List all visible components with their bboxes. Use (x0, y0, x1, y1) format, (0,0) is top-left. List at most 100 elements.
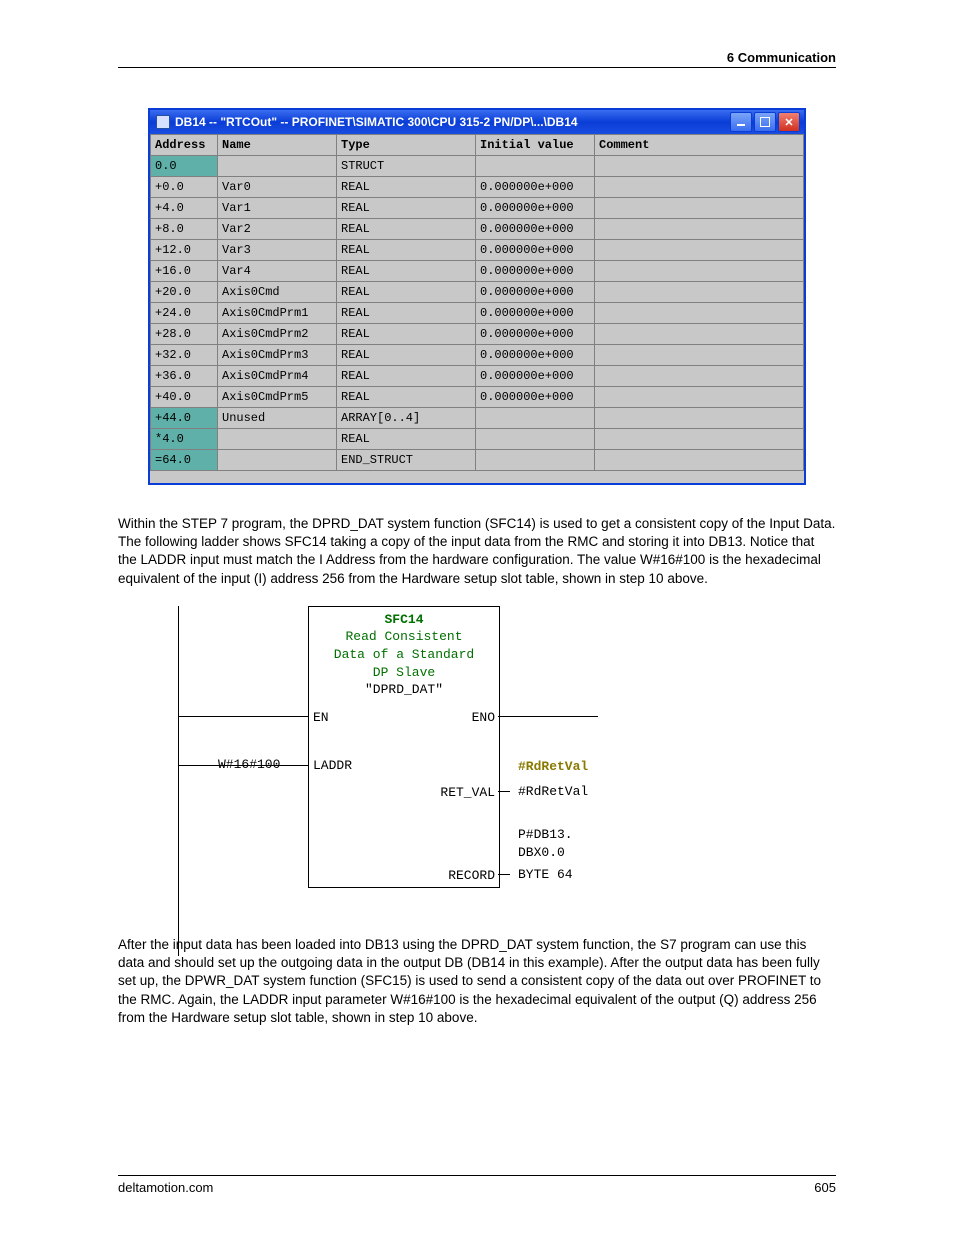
table-row[interactable]: 0.0 STRUCT (151, 156, 804, 177)
cell-addr: =64.0 (151, 450, 218, 471)
retval-symbol: #RdRetVal (518, 758, 588, 776)
cell-addr: +24.0 (151, 303, 218, 324)
table-row[interactable]: +20.0Axis0CmdREAL0.000000e+000 (151, 282, 804, 303)
table-row[interactable]: +40.0Axis0CmdPrm5REAL0.000000e+000 (151, 387, 804, 408)
cell-name (218, 450, 337, 471)
cell-init: 0.000000e+000 (476, 282, 595, 303)
block-sub2: Data of a Standard (309, 646, 499, 664)
cell-addr: +16.0 (151, 261, 218, 282)
window-title: DB14 -- "RTCOut" -- PROFINET\SIMATIC 300… (175, 115, 578, 129)
col-type: Type (337, 135, 476, 156)
pin-record: RECORD (448, 867, 495, 885)
cell-addr: +0.0 (151, 177, 218, 198)
cell-comment (595, 366, 804, 387)
table-row[interactable]: +24.0Axis0CmdPrm1REAL0.000000e+000 (151, 303, 804, 324)
page-header: 6 Communication (118, 50, 836, 68)
footer-site: deltamotion.com (118, 1180, 213, 1195)
record-line1: P#DB13. (518, 826, 573, 844)
cell-addr: +20.0 (151, 282, 218, 303)
cell-name: Var0 (218, 177, 337, 198)
cell-init (476, 429, 595, 450)
ladder-diagram: SFC14 Read Consistent Data of a Standard… (178, 606, 658, 906)
col-address: Address (151, 135, 218, 156)
retval-value: #RdRetVal (518, 783, 588, 801)
cell-type: REAL (337, 261, 476, 282)
maximize-button[interactable] (754, 112, 776, 132)
cell-name: Var1 (218, 198, 337, 219)
cell-name (218, 156, 337, 177)
table-row[interactable]: +44.0UnusedARRAY[0..4] (151, 408, 804, 429)
table-row[interactable]: +4.0Var1REAL0.000000e+000 (151, 198, 804, 219)
window-controls: ✕ (730, 112, 800, 132)
cell-type: REAL (337, 366, 476, 387)
cell-name: Var2 (218, 219, 337, 240)
pin-retval: RET_VAL (440, 784, 495, 802)
cell-comment (595, 387, 804, 408)
cell-type: REAL (337, 219, 476, 240)
cell-addr: +28.0 (151, 324, 218, 345)
footer-page: 605 (814, 1180, 836, 1195)
cell-comment (595, 450, 804, 471)
col-initial: Initial value (476, 135, 595, 156)
cell-type: REAL (337, 345, 476, 366)
cell-type: REAL (337, 240, 476, 261)
table-row[interactable]: =64.0 END_STRUCT (151, 450, 804, 471)
cell-name: Axis0Cmd (218, 282, 337, 303)
cell-comment (595, 156, 804, 177)
minimize-button[interactable] (730, 112, 752, 132)
table-row[interactable]: +28.0Axis0CmdPrm2REAL0.000000e+000 (151, 324, 804, 345)
block-name: "DPRD_DAT" (309, 681, 499, 699)
cell-init: 0.000000e+000 (476, 303, 595, 324)
record-line3: BYTE 64 (518, 866, 573, 884)
pin-eno: ENO (472, 709, 495, 727)
cell-type: REAL (337, 429, 476, 450)
window-titlebar[interactable]: DB14 -- "RTCOut" -- PROFINET\SIMATIC 300… (150, 110, 804, 134)
cell-init: 0.000000e+000 (476, 366, 595, 387)
block-title: SFC14 (309, 607, 499, 629)
cell-init: 0.000000e+000 (476, 261, 595, 282)
cell-type: REAL (337, 324, 476, 345)
table-row[interactable]: +12.0Var3REAL0.000000e+000 (151, 240, 804, 261)
cell-init: 0.000000e+000 (476, 240, 595, 261)
cell-name: Axis0CmdPrm3 (218, 345, 337, 366)
cell-type: REAL (337, 282, 476, 303)
cell-name: Axis0CmdPrm1 (218, 303, 337, 324)
cell-init: 0.000000e+000 (476, 387, 595, 408)
cell-addr: +8.0 (151, 219, 218, 240)
close-button[interactable]: ✕ (778, 112, 800, 132)
table-row[interactable]: *4.0 REAL (151, 429, 804, 450)
cell-type: REAL (337, 387, 476, 408)
cell-comment (595, 429, 804, 450)
cell-addr: 0.0 (151, 156, 218, 177)
cell-name: Unused (218, 408, 337, 429)
table-row[interactable]: +0.0Var0REAL0.000000e+000 (151, 177, 804, 198)
table-row[interactable]: +16.0Var4REAL0.000000e+000 (151, 261, 804, 282)
cell-comment (595, 219, 804, 240)
db-window: DB14 -- "RTCOut" -- PROFINET\SIMATIC 300… (148, 108, 806, 485)
cell-comment (595, 324, 804, 345)
page-footer: deltamotion.com 605 (118, 1175, 836, 1195)
cell-addr: +32.0 (151, 345, 218, 366)
cell-init (476, 450, 595, 471)
cell-name: Axis0CmdPrm4 (218, 366, 337, 387)
table-row[interactable]: +32.0Axis0CmdPrm3REAL0.000000e+000 (151, 345, 804, 366)
cell-addr: +12.0 (151, 240, 218, 261)
table-row[interactable]: +8.0Var2REAL0.000000e+000 (151, 219, 804, 240)
col-comment: Comment (595, 135, 804, 156)
table-row[interactable]: +36.0Axis0CmdPrm4REAL0.000000e+000 (151, 366, 804, 387)
db-table: Address Name Type Initial value Comment … (150, 134, 804, 471)
cell-name: Var4 (218, 261, 337, 282)
cell-type: END_STRUCT (337, 450, 476, 471)
cell-init (476, 156, 595, 177)
sfc14-block: SFC14 Read Consistent Data of a Standard… (308, 606, 500, 888)
cell-name: Var3 (218, 240, 337, 261)
cell-comment (595, 198, 804, 219)
cell-type: STRUCT (337, 156, 476, 177)
cell-comment (595, 408, 804, 429)
pin-laddr: LADDR (313, 757, 352, 775)
block-sub3: DP Slave (309, 664, 499, 682)
cell-comment (595, 177, 804, 198)
laddr-value: W#16#100 (218, 756, 280, 774)
cell-type: REAL (337, 177, 476, 198)
cell-addr: *4.0 (151, 429, 218, 450)
